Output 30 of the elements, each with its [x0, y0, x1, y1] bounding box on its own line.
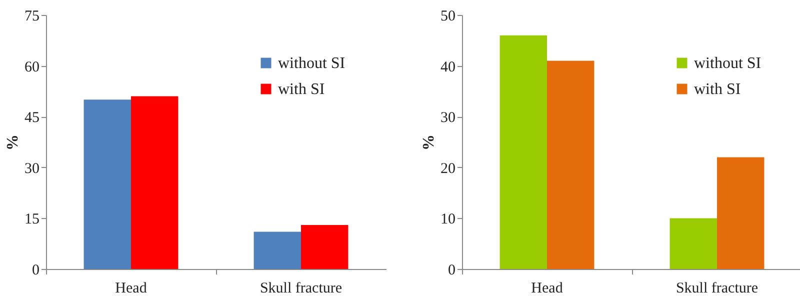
y-tick-label: 10 [440, 212, 456, 228]
y-tick-label: 20 [440, 160, 456, 177]
y-tick-label: 45 [24, 110, 40, 126]
x-tick-label: Head [115, 280, 148, 296]
y-axis-title: % [420, 134, 438, 150]
bar [547, 60, 594, 269]
y-tick-label: 30 [440, 110, 456, 126]
y-tick-label: 15 [24, 212, 40, 228]
bar [254, 232, 301, 269]
x-tick-label: Skull fracture [676, 280, 758, 296]
legend-label: with SI [694, 81, 741, 98]
legend-label: without SI [278, 55, 346, 72]
y-tick-label: 60 [24, 59, 40, 76]
bar [84, 100, 131, 269]
bar [717, 157, 764, 269]
x-tick-label: Skull fracture [260, 280, 342, 296]
y-tick-label: 50 [440, 8, 456, 24]
y-tick-label: 75 [24, 8, 40, 24]
legend-label: with SI [278, 81, 325, 98]
bar [301, 224, 348, 269]
y-tick-label: 30 [24, 160, 40, 177]
bar [131, 96, 178, 269]
legend-label: without SI [694, 55, 762, 72]
y-tick-label: 0 [32, 262, 40, 278]
y-tick-label: 0 [448, 262, 456, 278]
bar [500, 35, 547, 269]
x-tick-label: Head [531, 280, 564, 296]
y-axis-title: % [4, 134, 22, 150]
bar [670, 218, 717, 269]
y-tick-label: 40 [440, 59, 456, 76]
